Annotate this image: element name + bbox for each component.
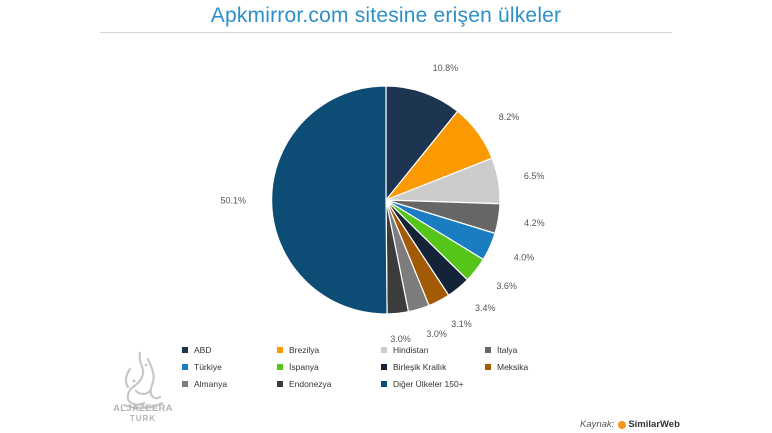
chart-title: Apkmirror.com sitesine erişen ülkeler: [210, 4, 562, 27]
legend-swatch: [381, 381, 387, 387]
legend-label: Meksika: [497, 362, 529, 372]
legend-swatch: [381, 347, 387, 353]
logo-line2: TURK: [129, 414, 157, 423]
aljazeera-turk-logo: ALJAZEERA TURK: [104, 404, 182, 424]
slice-label-2: 6.5%: [524, 171, 545, 181]
slice-label-5: 3.6%: [496, 281, 517, 291]
slice-label-10: 50.1%: [220, 196, 246, 206]
chart-legend: ABD Brezilya Hindistan İtalya Türkiye İspanya…: [182, 344, 562, 390]
legend-item: Almanya: [182, 378, 277, 390]
legend-item: Meksika: [485, 361, 562, 373]
legend-label: Birleşik Krallık: [393, 362, 447, 372]
slice-label-6: 3.4%: [475, 303, 496, 313]
legend-swatch: [277, 347, 283, 353]
legend-swatch: [485, 364, 491, 370]
legend-swatch: [381, 364, 387, 370]
source-label: Kaynak:: [580, 419, 615, 430]
pie-slice-10: [271, 85, 388, 315]
legend-label: İtalya: [497, 345, 518, 355]
legend-label: Hindistan: [393, 345, 429, 355]
legend-swatch: [485, 347, 491, 353]
slice-label-7: 3.1%: [451, 319, 472, 329]
legend-swatch: [277, 381, 283, 387]
aljazeera-calligraphy-icon: [122, 351, 164, 409]
legend-label: ABD: [194, 345, 212, 355]
slice-label-4: 4.0%: [514, 253, 535, 263]
legend-item: Hindistan: [381, 344, 485, 356]
legend-swatch: [182, 347, 188, 353]
legend-item: Diğer Ülkeler 150+: [381, 378, 485, 390]
legend-item: Birleşik Krallık: [381, 361, 485, 373]
legend-item: Endonezya: [277, 378, 381, 390]
title-divider: [100, 32, 672, 33]
legend-item: Türkiye: [182, 361, 277, 373]
pie-slice-0: [385, 85, 459, 202]
legend-label: İspanya: [289, 362, 319, 372]
legend-swatch: [182, 381, 188, 387]
legend-item: İtalya: [485, 344, 562, 356]
legend-label: Brezilya: [289, 345, 320, 355]
source-credit: Kaynak: SimilarWeb: [580, 419, 680, 430]
legend-label: Almanya: [194, 379, 228, 389]
legend-swatch: [277, 364, 283, 370]
slice-label-0: 10.8%: [433, 63, 459, 73]
source-brand: SimilarWeb: [628, 419, 680, 430]
legend-label: Endonezya: [289, 379, 332, 389]
legend-item: Brezilya: [277, 344, 381, 356]
similarweb-icon: [618, 420, 627, 429]
slice-label-3: 4.2%: [524, 218, 545, 228]
slice-label-1: 8.2%: [499, 112, 520, 122]
slice-label-8: 3.0%: [426, 329, 447, 339]
legend-item: ABD: [182, 344, 277, 356]
legend-label: Türkiye: [194, 362, 222, 372]
slice-label-9: 3.0%: [390, 334, 411, 344]
legend-swatch: [182, 364, 188, 370]
logo-line1: ALJAZEERA: [113, 403, 173, 414]
legend-item: İspanya: [277, 361, 381, 373]
legend-label: Diğer Ülkeler 150+: [393, 379, 464, 389]
